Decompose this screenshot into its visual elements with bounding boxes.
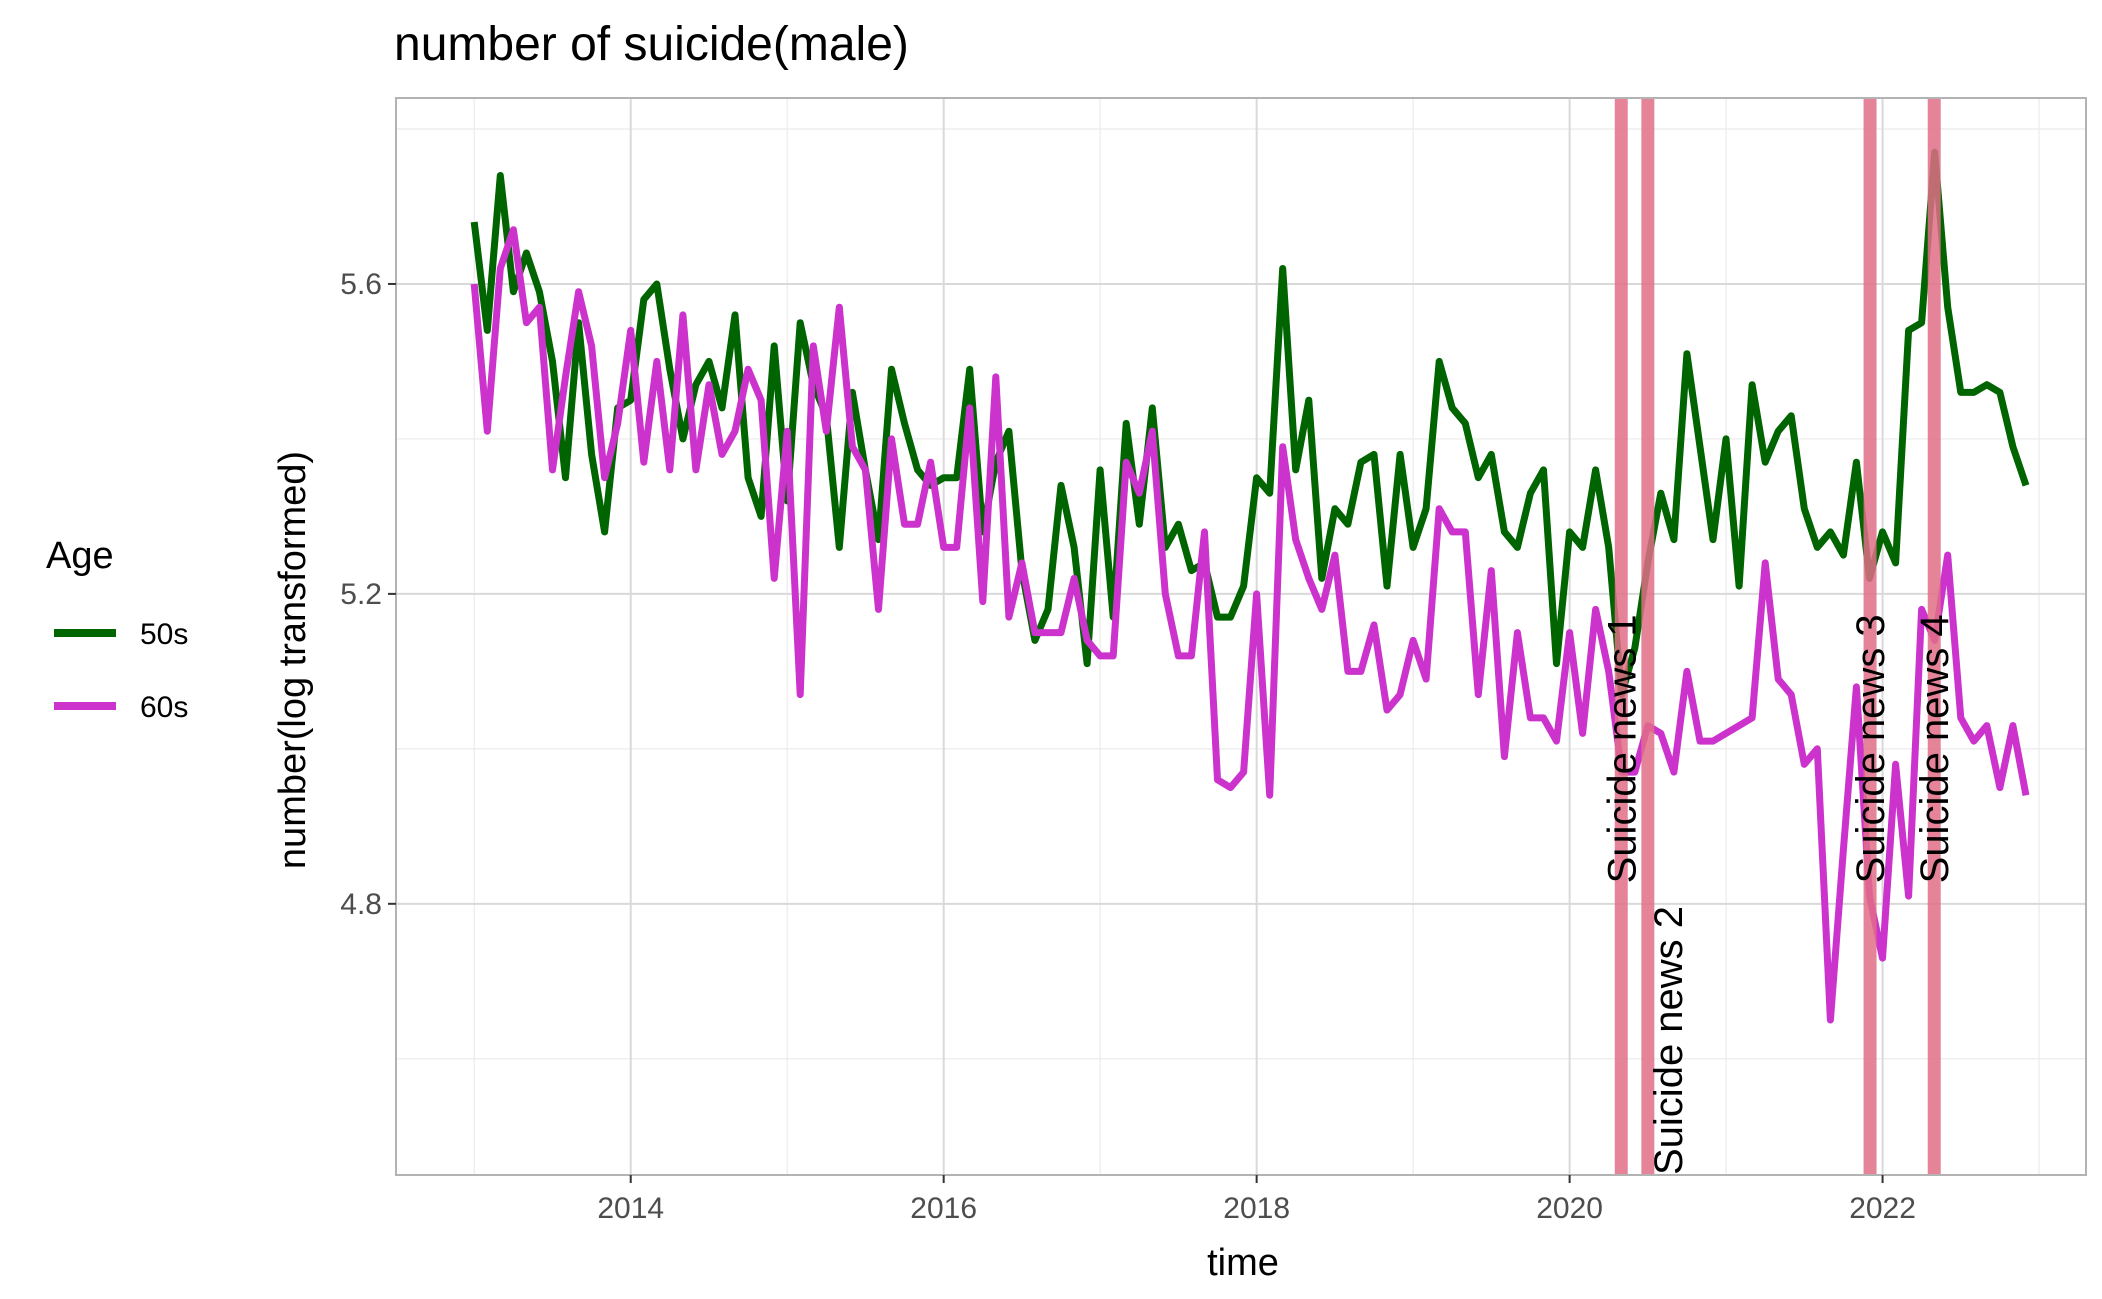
chart-title: number of suicide(male) bbox=[394, 18, 909, 71]
series-lines bbox=[470, 148, 2030, 1024]
annotation-label: Suicide news 4 bbox=[1913, 614, 1957, 883]
x-tick-label: 2016 bbox=[910, 1192, 977, 1225]
legend-label-60s: 60s bbox=[140, 691, 188, 724]
annotation-label: Suicide news 2 bbox=[1647, 906, 1691, 1175]
x-tick-label: 2014 bbox=[597, 1192, 664, 1225]
x-tick-label: 2020 bbox=[1536, 1192, 1603, 1225]
series-line-60s bbox=[470, 226, 2030, 1024]
legend: Age 50s 60s bbox=[46, 535, 188, 724]
x-tick-label: 2018 bbox=[1223, 1192, 1290, 1225]
series-line-50s bbox=[470, 148, 2030, 699]
legend-title: Age bbox=[46, 535, 114, 577]
y-axis-ticks: 4.8 5.2 5.6 bbox=[340, 268, 396, 921]
annotation-label: Suicide news 1 bbox=[1600, 614, 1644, 883]
y-tick-label: 4.8 bbox=[340, 888, 382, 921]
x-tick-label: 2022 bbox=[1849, 1192, 1916, 1225]
x-axis-title: time bbox=[1207, 1242, 1279, 1284]
legend-label-50s: 50s bbox=[140, 618, 188, 651]
x-axis-ticks: 2014 2016 2018 2020 2022 bbox=[597, 1175, 1916, 1225]
y-axis-title: number(log transformed) bbox=[272, 451, 314, 869]
panel-border bbox=[395, 97, 2087, 1176]
y-tick-label: 5.6 bbox=[340, 268, 382, 301]
y-tick-label: 5.2 bbox=[340, 578, 382, 611]
annotation-label: Suicide news 3 bbox=[1849, 614, 1893, 883]
